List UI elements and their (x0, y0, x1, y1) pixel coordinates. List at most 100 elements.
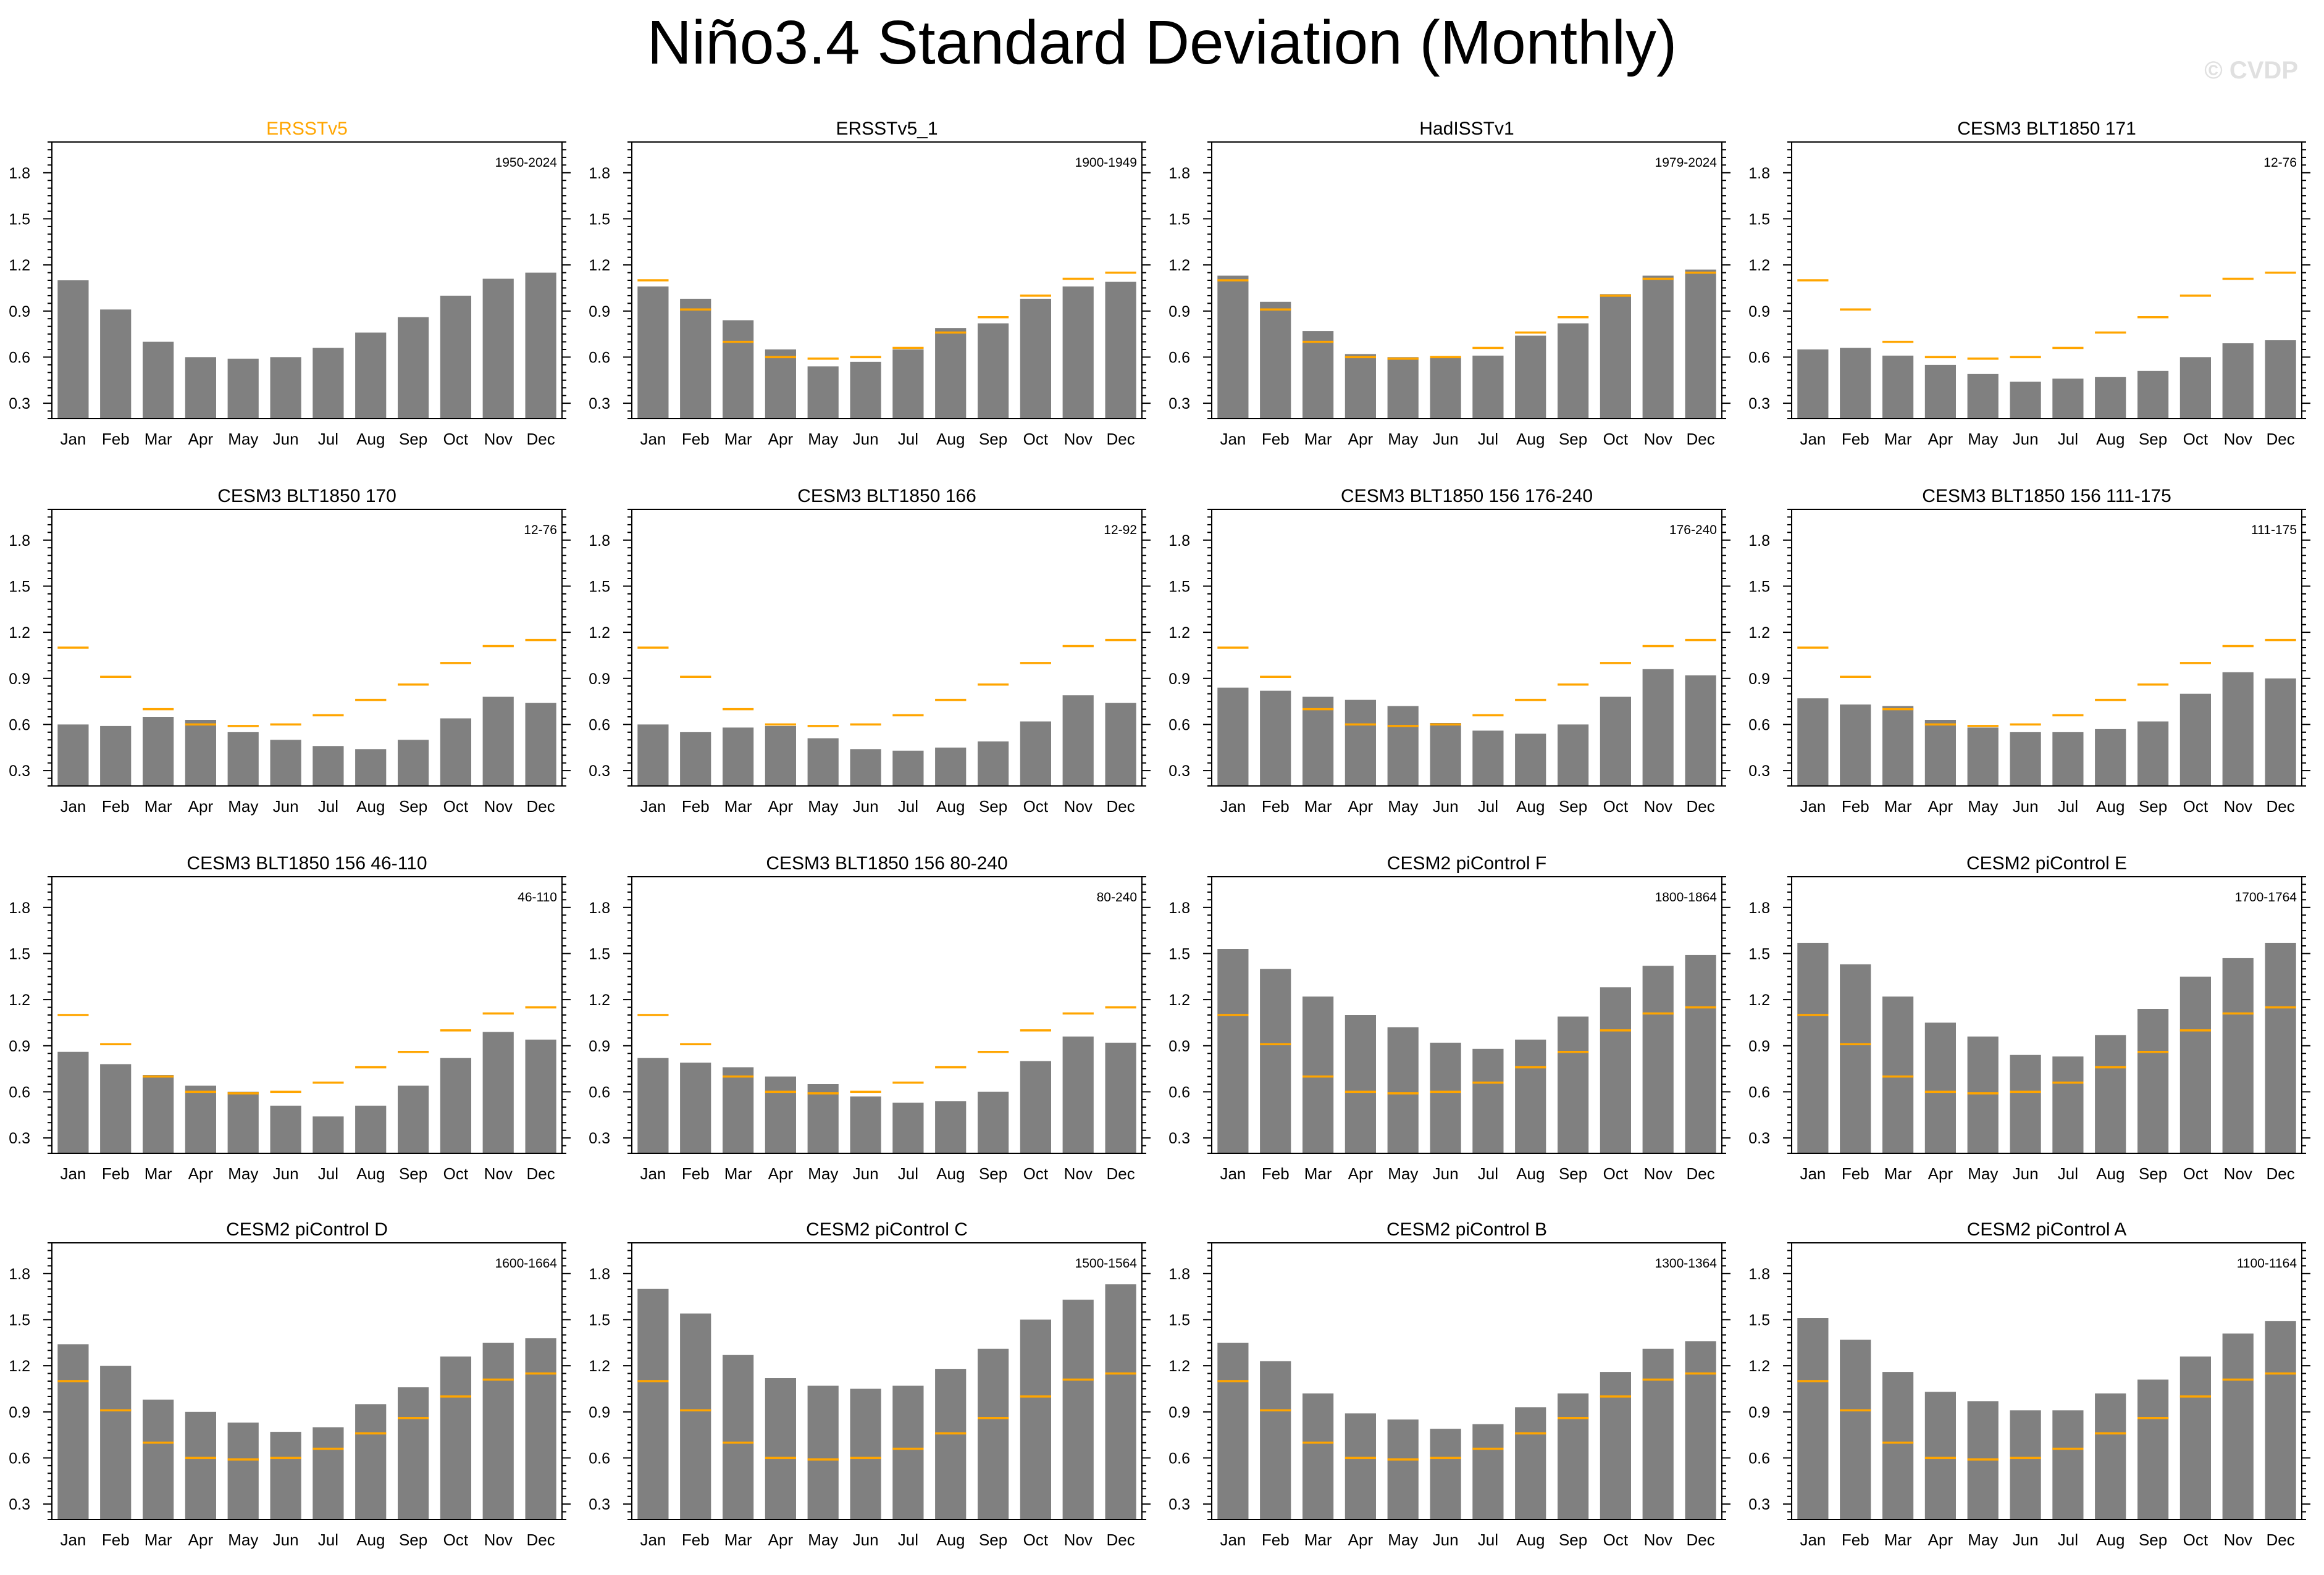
panel-2: ERSSTv5_1 1900-1949 0.3 0.6 0.9 1.2 1.5 1.8 Jan F… (589, 119, 1151, 448)
x-tick-label: Dec (526, 797, 555, 816)
x-tick-label: Sep (399, 1531, 427, 1549)
y-tick-label: 0.9 (1168, 671, 1190, 688)
x-tick-label: Nov (1064, 797, 1093, 816)
bar-jan (57, 1344, 89, 1519)
bar-jul (2052, 1410, 2084, 1519)
x-tick-label: Feb (1842, 1164, 1869, 1183)
bar-feb (100, 1064, 132, 1153)
x-tick-label: Sep (1559, 1531, 1587, 1549)
x-tick-label: Sep (399, 797, 427, 816)
y-tick-label: 0.9 (9, 303, 30, 320)
y-tick-label: 1.5 (1168, 1311, 1190, 1329)
bar-feb (1840, 964, 1871, 1153)
x-tick-label: Sep (1559, 797, 1587, 816)
x-tick-label: May (1388, 1531, 1418, 1549)
bar-jul (2052, 732, 2084, 786)
bar-aug (355, 1404, 387, 1519)
bar-sep (1558, 1393, 1589, 1519)
x-tick-label: Jun (2013, 1531, 2039, 1549)
x-tick-label: Nov (1644, 797, 1672, 816)
bar-jun (1430, 723, 1461, 786)
x-tick-label: Feb (1262, 1531, 1290, 1549)
x-tick-label: Oct (2183, 1164, 2209, 1183)
y-tick-label: 0.3 (1748, 395, 1770, 412)
bar-apr (765, 349, 796, 419)
bar-jul (892, 750, 924, 786)
bar-mar (1882, 996, 1914, 1153)
x-tick-label: Aug (356, 1531, 385, 1549)
y-tick-label: 0.6 (9, 1084, 30, 1101)
bar-sep (2137, 721, 2169, 786)
bar-dec (1685, 269, 1716, 419)
bar-aug (355, 1105, 387, 1153)
panel-3: HadISSTv1 1979-2024 0.3 0.6 0.9 1.2 1.5 1.8 Jan F… (1168, 119, 1730, 448)
x-tick-label: Jan (1800, 430, 1826, 448)
bar-jul (1472, 730, 1504, 786)
bar-jan (1797, 698, 1829, 786)
y-tick-label: 0.6 (1748, 349, 1770, 366)
x-tick-label: Feb (682, 1164, 710, 1183)
y-tick-label: 1.8 (9, 532, 30, 549)
bar-sep (398, 317, 429, 419)
y-tick-label: 1.8 (1748, 532, 1770, 549)
bar-aug (355, 749, 387, 786)
x-tick-label: Nov (1064, 1164, 1093, 1183)
bar-oct (440, 1058, 471, 1153)
x-tick-label: Mar (145, 1531, 172, 1549)
y-tick-label: 0.3 (9, 762, 30, 780)
y-tick-label: 0.3 (1168, 762, 1190, 780)
x-tick-label: Jan (60, 1531, 86, 1549)
x-tick-label: Mar (1884, 1531, 1912, 1549)
y-tick-label: 1.5 (1748, 1311, 1770, 1329)
bar-sep (1558, 724, 1589, 786)
y-tick-label: 1.8 (1748, 165, 1770, 182)
x-tick-label: Apr (1348, 1531, 1374, 1549)
y-tick-label: 1.8 (1168, 1266, 1190, 1283)
bar-mar (143, 1075, 174, 1153)
x-tick-label: Jan (1800, 797, 1826, 816)
bar-aug (2095, 1035, 2126, 1153)
bar-may (807, 366, 839, 419)
y-tick-label: 0.6 (589, 349, 610, 366)
bar-jun (850, 749, 881, 786)
x-tick-label: Apr (1928, 1164, 1953, 1183)
bar-mar (143, 341, 174, 419)
bar-oct (440, 295, 471, 419)
bar-nov (482, 1032, 514, 1153)
x-tick-label: Aug (1516, 1531, 1545, 1549)
y-tick-label: 1.8 (9, 900, 30, 917)
bar-jul (892, 1385, 924, 1519)
panel-13: CESM2 piControl D 1600-1664 0.3 0.6 0.9 1.2 1.… (9, 1219, 571, 1549)
y-tick-label: 0.3 (589, 1130, 610, 1147)
y-tick-label: 1.8 (1168, 532, 1190, 549)
y-tick-label: 0.3 (9, 395, 30, 412)
bar-nov (482, 696, 514, 786)
y-tick-label: 1.8 (589, 532, 610, 549)
x-tick-label: Jun (853, 797, 879, 816)
x-tick-label: Oct (2183, 797, 2209, 816)
panel-8: CESM3 BLT1850 156 111-175 111-175 0.3 0.6 0.… (1748, 486, 2310, 816)
x-tick-label: Dec (1686, 430, 1714, 448)
x-tick-label: Oct (443, 797, 469, 816)
y-tick-label: 0.9 (589, 671, 610, 688)
bar-oct (1600, 696, 1631, 786)
y-tick-label: 1.2 (589, 257, 610, 274)
y-tick-label: 0.3 (589, 1496, 610, 1513)
x-tick-label: Aug (2096, 430, 2125, 448)
bar-jan (57, 280, 89, 419)
x-tick-label: Sep (1559, 430, 1587, 448)
bar-jun (270, 357, 301, 419)
bar-jun (1430, 1429, 1461, 1519)
bar-apr (1924, 1392, 1956, 1519)
bar-mar (723, 727, 754, 786)
bar-may (227, 1092, 259, 1153)
bar-jul (313, 1116, 344, 1153)
bar-jul (892, 1102, 924, 1153)
period-label: 12-76 (2263, 156, 2297, 170)
panel-1: ERSSTv5 1950-2024 0.3 0.6 0.9 1.2 1.5 1.8 Jan Feb… (9, 119, 571, 448)
x-tick-label: Aug (936, 1531, 965, 1549)
x-tick-label: Dec (1686, 1164, 1714, 1183)
x-tick-label: May (808, 1164, 838, 1183)
y-tick-label: 0.6 (1748, 1450, 1770, 1467)
x-tick-label: Sep (2139, 1164, 2167, 1183)
